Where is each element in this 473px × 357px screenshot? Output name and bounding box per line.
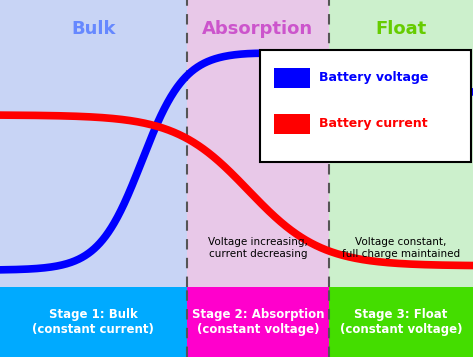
Bar (274, 114, 310, 134)
Bar (329, 0, 473, 287)
Text: Stage 1: Bulk
(constant current): Stage 1: Bulk (constant current) (33, 308, 154, 336)
Bar (187, 287, 329, 357)
Text: Float: Float (375, 20, 427, 38)
Bar (274, 67, 310, 88)
Text: Voltage increasing,
current decreasing: Voltage increasing, current decreasing (208, 237, 308, 258)
Text: Voltage constant,
full charge maintained: Voltage constant, full charge maintained (342, 237, 460, 258)
Text: Battery voltage: Battery voltage (319, 71, 429, 84)
Text: Bulk: Bulk (71, 20, 116, 38)
FancyBboxPatch shape (260, 50, 471, 162)
Bar (187, 0, 329, 287)
Text: Stage 3: Float
(constant voltage): Stage 3: Float (constant voltage) (340, 308, 462, 336)
Bar (0, 287, 187, 357)
Text: Battery current: Battery current (319, 117, 428, 130)
Bar (329, 287, 473, 357)
Bar (0, 0, 187, 287)
Text: Absorption: Absorption (202, 20, 313, 38)
Text: Stage 2: Absorption
(constant voltage): Stage 2: Absorption (constant voltage) (192, 308, 324, 336)
